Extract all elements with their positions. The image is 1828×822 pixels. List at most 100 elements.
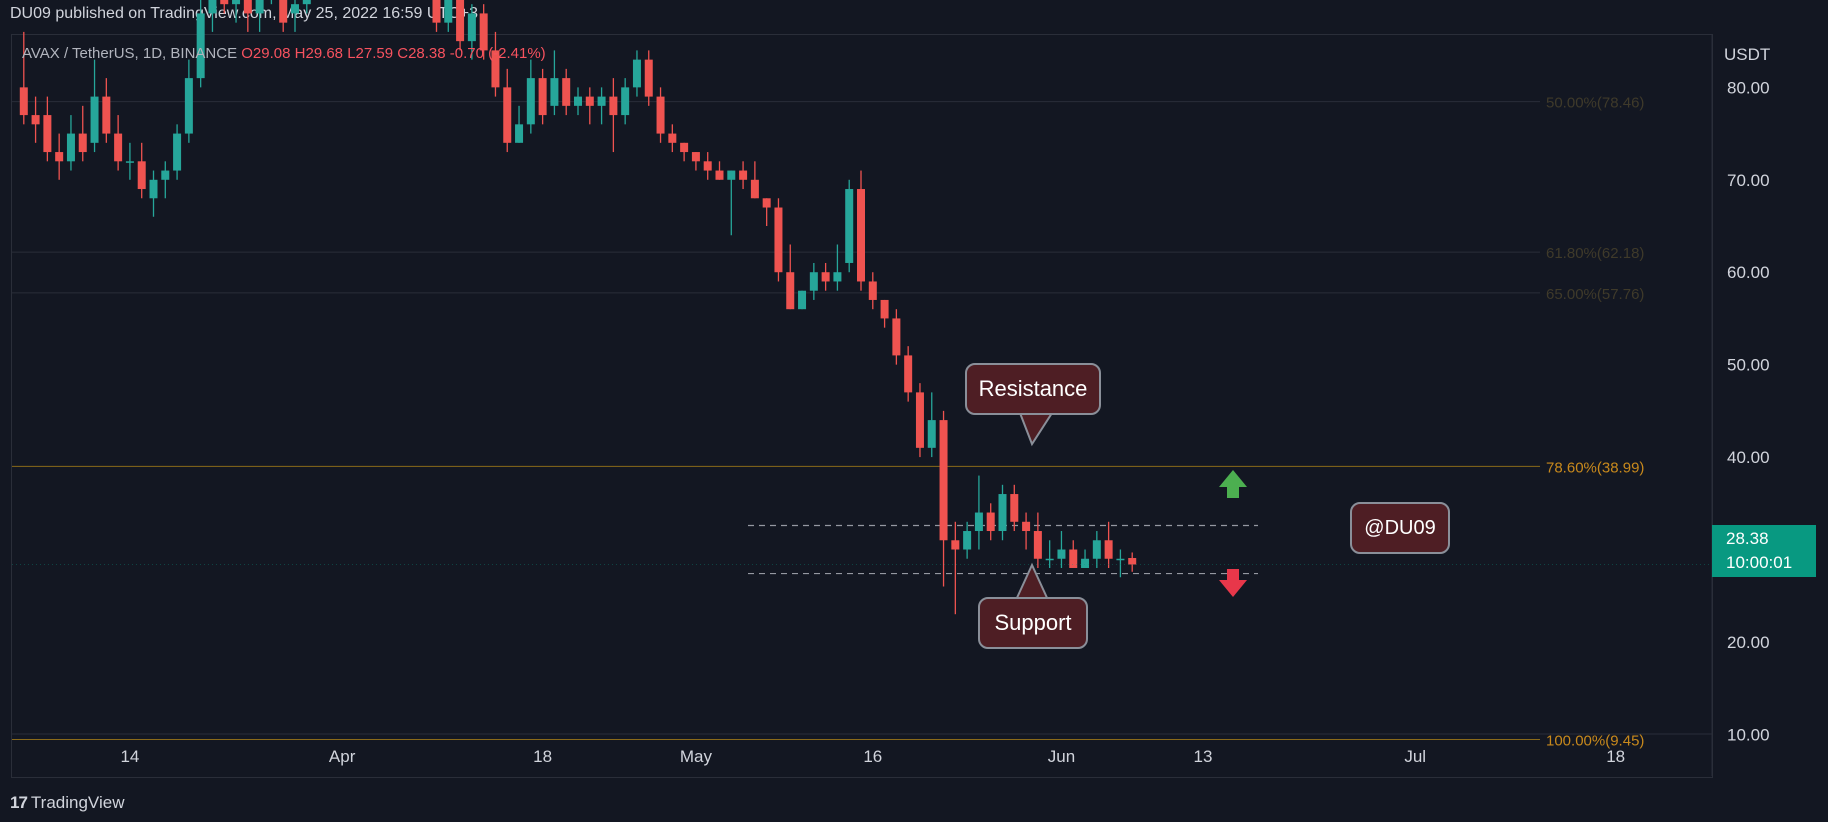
candle[interactable] bbox=[986, 503, 995, 541]
candle[interactable] bbox=[597, 87, 606, 125]
candle[interactable] bbox=[291, 0, 299, 32]
candle[interactable] bbox=[857, 170, 865, 291]
candle[interactable] bbox=[609, 78, 618, 153]
candle[interactable] bbox=[1104, 521, 1113, 568]
footer-brand: TradingView bbox=[30, 793, 125, 812]
candle[interactable] bbox=[1128, 552, 1137, 572]
candle[interactable] bbox=[31, 96, 40, 143]
candle[interactable] bbox=[927, 392, 936, 458]
candle[interactable] bbox=[821, 262, 830, 291]
y-tick-label: 40.00 bbox=[1727, 448, 1770, 467]
candle[interactable] bbox=[503, 68, 512, 153]
candle[interactable] bbox=[939, 410, 948, 587]
candle[interactable] bbox=[963, 521, 972, 559]
candle[interactable] bbox=[1081, 549, 1090, 568]
candle[interactable] bbox=[974, 475, 983, 550]
candle[interactable] bbox=[632, 50, 641, 97]
candle[interactable] bbox=[467, 4, 476, 60]
candle[interactable] bbox=[43, 96, 52, 162]
ohlc-low: L27.59 bbox=[347, 45, 394, 62]
candle[interactable] bbox=[444, 0, 453, 32]
candle[interactable] bbox=[137, 142, 146, 199]
resistance-label: Resistance bbox=[978, 376, 1088, 401]
candle[interactable] bbox=[892, 309, 901, 365]
candle[interactable] bbox=[161, 161, 170, 199]
candle[interactable] bbox=[196, 0, 205, 88]
candle[interactable] bbox=[78, 105, 87, 162]
candle[interactable] bbox=[491, 31, 500, 97]
x-tick-label: 16 bbox=[863, 747, 882, 766]
candle[interactable] bbox=[762, 198, 771, 227]
symbol-name[interactable]: AVAX / TetherUS, 1D, BINANCE bbox=[22, 45, 238, 62]
candle[interactable] bbox=[149, 170, 158, 217]
candle[interactable] bbox=[998, 484, 1007, 541]
candle[interactable] bbox=[279, 0, 288, 32]
candle[interactable] bbox=[715, 161, 724, 180]
candle[interactable] bbox=[656, 87, 665, 143]
candle[interactable] bbox=[739, 161, 748, 190]
candle[interactable] bbox=[550, 50, 559, 116]
candle[interactable] bbox=[173, 124, 182, 180]
candle[interactable] bbox=[114, 115, 123, 171]
candle[interactable] bbox=[845, 179, 854, 273]
candle[interactable] bbox=[208, 0, 217, 32]
candle[interactable] bbox=[125, 142, 134, 180]
candle[interactable] bbox=[232, 0, 241, 23]
candle[interactable] bbox=[538, 68, 547, 125]
candle[interactable] bbox=[267, 0, 275, 5]
candle[interactable] bbox=[727, 170, 736, 236]
candle[interactable] bbox=[55, 133, 64, 180]
candle[interactable] bbox=[774, 198, 783, 282]
x-tick-label: 13 bbox=[1193, 747, 1212, 766]
candle[interactable] bbox=[1033, 512, 1042, 568]
candle[interactable] bbox=[691, 152, 700, 171]
candle[interactable] bbox=[432, 0, 441, 32]
candle[interactable] bbox=[184, 59, 193, 143]
candle[interactable] bbox=[644, 50, 653, 106]
candle[interactable] bbox=[102, 78, 111, 143]
candle[interactable] bbox=[1069, 540, 1078, 568]
candle[interactable] bbox=[515, 105, 524, 143]
candle[interactable] bbox=[302, 0, 311, 14]
candle[interactable] bbox=[479, 4, 488, 60]
candle[interactable] bbox=[880, 299, 889, 328]
candle[interactable] bbox=[220, 0, 229, 14]
candle[interactable] bbox=[526, 59, 535, 134]
candle[interactable] bbox=[1116, 549, 1125, 578]
fib-level-label: 65.00%(57.76) bbox=[1546, 286, 1644, 303]
candle[interactable] bbox=[868, 272, 877, 310]
candle[interactable] bbox=[1022, 512, 1031, 550]
candle[interactable] bbox=[798, 290, 807, 310]
candle[interactable] bbox=[1010, 484, 1019, 532]
candle[interactable] bbox=[255, 0, 264, 32]
candle[interactable] bbox=[809, 262, 818, 300]
candle[interactable] bbox=[680, 142, 689, 162]
candle[interactable] bbox=[66, 115, 75, 171]
resistance-callout: Resistance bbox=[965, 363, 1101, 415]
candle[interactable] bbox=[750, 161, 759, 199]
candle[interactable] bbox=[19, 31, 28, 125]
candle[interactable] bbox=[90, 59, 99, 153]
candle[interactable] bbox=[915, 383, 924, 458]
tradingview-footer[interactable]: 17 TradingView bbox=[10, 793, 124, 813]
candle[interactable] bbox=[574, 87, 582, 116]
candle[interactable] bbox=[951, 521, 960, 615]
candle[interactable] bbox=[621, 78, 630, 125]
candle[interactable] bbox=[1092, 531, 1101, 568]
fib-level-label: 50.00%(78.46) bbox=[1546, 95, 1644, 112]
candle[interactable] bbox=[1057, 531, 1066, 568]
candle[interactable] bbox=[1045, 540, 1054, 568]
candle[interactable] bbox=[243, 0, 252, 32]
last-price-tag: 28.38 10:00:01 bbox=[1712, 525, 1816, 577]
candle[interactable] bbox=[904, 346, 913, 402]
last-price-value: 28.38 bbox=[1726, 529, 1769, 548]
candle[interactable] bbox=[786, 244, 795, 310]
candle[interactable] bbox=[456, 0, 465, 51]
candle[interactable] bbox=[703, 152, 712, 180]
x-tick-label: 18 bbox=[533, 747, 552, 766]
candle[interactable] bbox=[585, 87, 594, 125]
candle[interactable] bbox=[562, 68, 571, 116]
candle[interactable] bbox=[833, 244, 842, 291]
candle[interactable] bbox=[668, 124, 677, 153]
